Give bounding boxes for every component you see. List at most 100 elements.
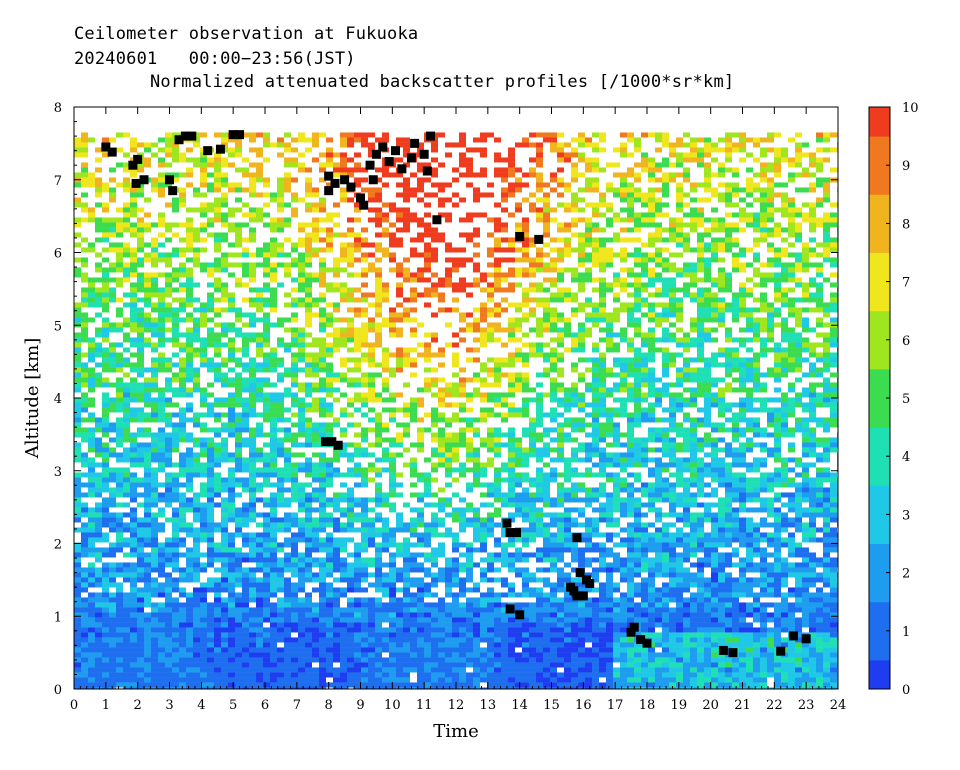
colorbar-segment — [869, 495, 890, 506]
x-tick-label: 22 — [766, 698, 783, 713]
colorbar-segment — [869, 242, 890, 253]
cloud-mark-16 — [330, 178, 340, 188]
x-tick-label: 3 — [165, 698, 173, 713]
y-tick-label: 7 — [54, 174, 62, 189]
cloud-mark-38 — [327, 437, 337, 447]
cloud-mark-37 — [320, 437, 330, 447]
cloud-mark-57 — [718, 645, 728, 655]
x-tick-label: 8 — [325, 698, 333, 713]
colorbar-segment — [869, 398, 890, 409]
cloud-mark-10 — [187, 131, 197, 141]
colorbar-segment — [869, 165, 890, 176]
colorbar-segment — [869, 184, 890, 195]
colorbar-segment — [869, 107, 890, 118]
cloud-mark-26 — [391, 146, 401, 156]
colorbar-segment — [869, 310, 890, 321]
colorbar-segment — [869, 301, 890, 312]
station-title: Ceilometer observation at Fukuoka — [74, 24, 419, 44]
cloud-mark-35 — [515, 231, 525, 241]
cloud-mark-33 — [432, 215, 442, 225]
colorbar-segment — [869, 572, 890, 583]
cloud-mark-18 — [324, 186, 334, 196]
colorbar-segment — [869, 233, 890, 244]
colorbar-segment — [869, 378, 890, 389]
colorbar-segment — [869, 368, 890, 380]
colorbar-segment — [869, 281, 890, 292]
cloud-mark-6 — [165, 175, 174, 185]
cloud-mark-20 — [356, 193, 365, 203]
cloud-mark-27 — [397, 164, 407, 174]
y-tick-label: 2 — [54, 538, 62, 553]
colorbar-segment — [869, 543, 890, 554]
colorbar-segment — [869, 456, 890, 467]
cloud-mark-14 — [235, 130, 245, 140]
colorbar-segment — [869, 388, 890, 399]
date-range: 20240601 00:00−23:56(JST) — [74, 49, 356, 69]
colorbar-segment — [869, 582, 890, 593]
colorbar-segment — [869, 601, 890, 612]
colorbar-segment — [869, 136, 890, 147]
cloud-mark-44 — [505, 604, 515, 614]
x-tick-label: 21 — [734, 698, 751, 713]
colorbar-segment — [869, 621, 890, 632]
colorbar-tick-label: 9 — [902, 159, 910, 174]
colorbar-segment — [869, 465, 890, 477]
y-tick-label: 6 — [54, 247, 62, 262]
colorbar-tick-label: 8 — [902, 217, 910, 232]
colorbar-segment — [869, 427, 890, 438]
colorbar-segment — [869, 126, 890, 137]
colorbar-segment — [869, 174, 890, 186]
cloud-mark-40 — [502, 518, 512, 528]
colorbar-segment — [869, 330, 890, 341]
x-tick-label: 0 — [70, 698, 78, 713]
colorbar-segment — [869, 669, 890, 680]
cloud-mark-11 — [203, 146, 213, 156]
colorbar-segment — [869, 407, 890, 418]
colorbar-segment — [869, 611, 890, 622]
colorbar-segment — [869, 271, 890, 283]
colorbar-segment — [869, 417, 890, 428]
colorbar-segment — [869, 194, 890, 205]
x-tick-label: 24 — [830, 698, 847, 713]
x-tick-label: 10 — [384, 698, 401, 713]
colorbar-segment — [869, 204, 890, 215]
cloud-mark-42 — [511, 528, 521, 538]
chart-title: Normalized attenuated backscatter profil… — [150, 72, 735, 92]
cloud-marks — [101, 130, 811, 658]
colorbar-segment — [869, 562, 890, 574]
cloud-mark-23 — [371, 149, 381, 159]
cloud-mark-39 — [333, 440, 343, 450]
colorbar-segment — [869, 320, 890, 331]
colorbar-segment — [869, 116, 890, 127]
cloud-mark-56 — [642, 638, 652, 648]
colorbar-segment — [869, 155, 890, 166]
cloud-mark-5 — [139, 175, 149, 185]
colorbar-segment — [869, 640, 890, 651]
y-tick-label: 4 — [54, 392, 62, 407]
colorbar-segment — [869, 223, 890, 234]
cloud-mark-19 — [346, 182, 356, 192]
x-tick-label: 16 — [575, 698, 592, 713]
colorbar-segment — [869, 436, 890, 447]
x-tick-label: 20 — [702, 698, 719, 713]
cloud-mark-4 — [131, 178, 141, 188]
cloud-mark-15 — [324, 171, 334, 181]
x-tick-label: 4 — [197, 698, 205, 713]
y-tick-label: 3 — [54, 465, 62, 480]
colorbar-tick-label: 7 — [902, 276, 910, 291]
cloud-mark-22 — [365, 160, 375, 170]
colorbar-segment — [869, 339, 890, 350]
cloud-mark-17 — [340, 175, 350, 185]
cloud-mark-43 — [572, 533, 582, 543]
colorbar-tick-label: 6 — [902, 334, 910, 349]
x-tick-label: 13 — [480, 698, 497, 713]
y-tick-label: 5 — [54, 319, 62, 334]
colorbar-segment — [869, 262, 890, 273]
cloud-mark-13 — [228, 130, 238, 140]
x-tick-label: 23 — [798, 698, 815, 713]
x-tick-label: 15 — [543, 698, 560, 713]
y-tick-label: 1 — [54, 610, 62, 625]
x-tick-label: 2 — [134, 698, 142, 713]
x-tick-label: 7 — [293, 698, 301, 713]
